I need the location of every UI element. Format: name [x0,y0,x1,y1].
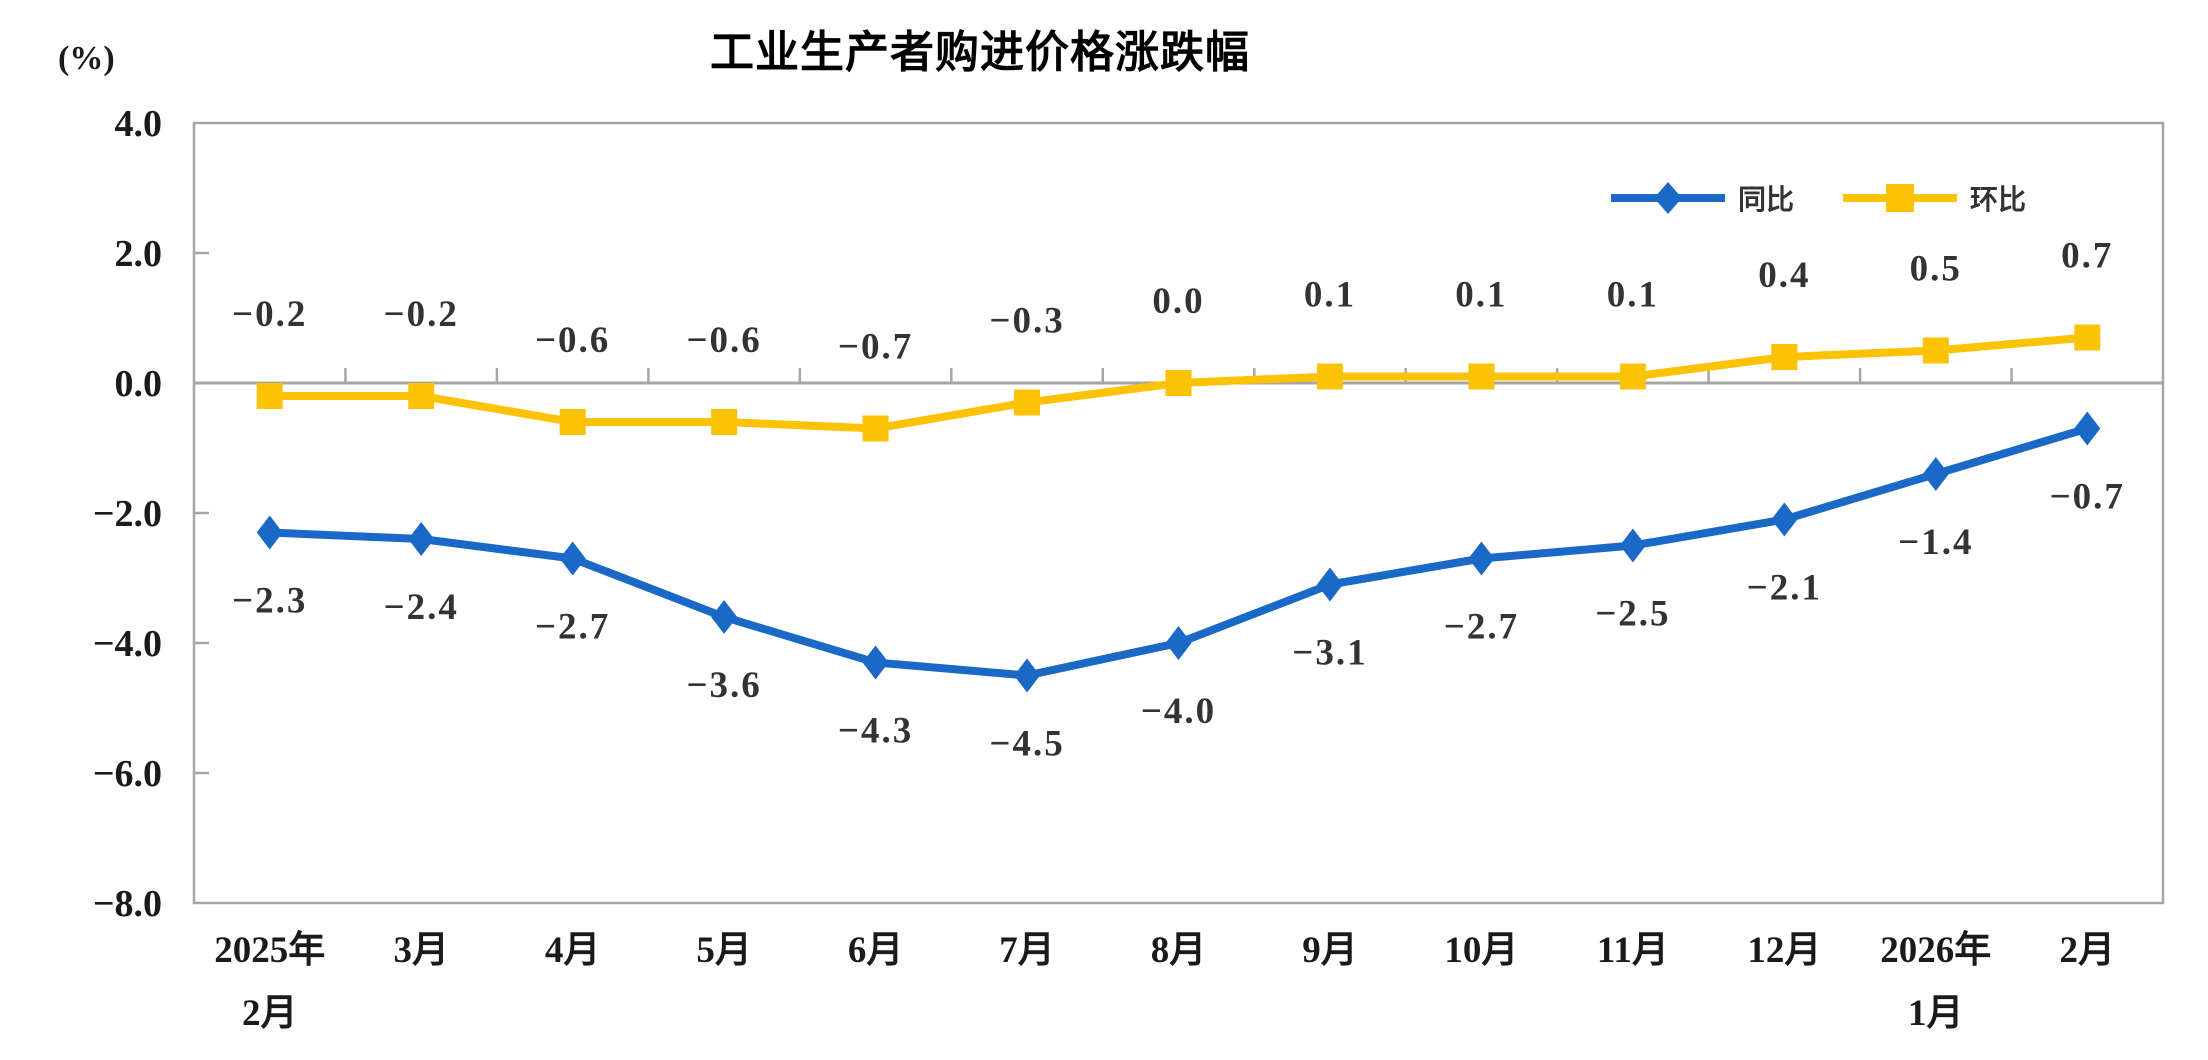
data-label-yoy: −2.1 [1747,568,1822,609]
data-label-yoy: −4.0 [1141,691,1216,732]
data-label-mom: −0.6 [535,320,610,361]
data-point-marker-yoy [711,600,738,634]
data-label-yoy: −2.5 [1595,594,1670,635]
data-point-marker-yoy [1468,541,1495,576]
legend-item-mom: 环比 [1840,178,2026,218]
x-axis-label: 9月 [1302,930,1358,971]
x-axis-label: 10月 [1444,930,1518,971]
y-axis-label: 4.0 [115,103,163,145]
data-point-marker-mom [1468,363,1495,390]
data-point-marker-mom [256,383,283,409]
data-label-mom: 0.7 [2061,236,2113,277]
x-axis-label: 2025年 [214,929,325,971]
chart-legend: 同比 环比 [1608,178,2026,218]
y-axis-label: 2.0 [115,233,163,275]
data-point-marker-mom [1165,370,1192,396]
x-axis-label: 2月 [2060,930,2116,971]
data-label-yoy: −0.7 [2050,477,2125,518]
data-point-marker-yoy [559,541,586,576]
x-axis-label: 8月 [1151,930,1207,971]
legend-item-yoy: 同比 [1608,178,1794,218]
x-axis-label: 2026年 [1880,929,1991,971]
y-axis-label: −4.0 [93,623,162,665]
data-label-yoy: −2.4 [384,587,459,628]
data-point-marker-yoy [1014,658,1041,693]
data-label-mom: −0.3 [989,301,1064,342]
x-axis-label: 2月 [242,993,298,1034]
plot-border [192,121,2165,905]
data-point-marker-mom [862,415,889,442]
legend-label-mom: 环比 [1970,183,2027,216]
data-label-mom: 0.4 [1758,255,1810,296]
data-label-mom: −0.2 [232,294,307,335]
data-point-marker-yoy [1165,626,1192,660]
x-axis-label: 5月 [696,930,752,971]
data-point-marker-mom [559,409,586,435]
data-label-mom: −0.2 [384,294,459,335]
yoy-line-diamond-icon [1611,182,1725,214]
legend-label-yoy: 同比 [1738,183,1795,216]
data-label-yoy: −4.3 [838,711,913,752]
data-point-marker-yoy [862,645,889,680]
data-point-marker-mom [1619,363,1646,390]
x-axis-label: 6月 [848,930,904,971]
data-label-yoy: −2.7 [1444,607,1519,648]
y-axis-label: −8.0 [93,883,162,925]
data-point-marker-yoy [1619,528,1646,563]
y-axis-unit-label: (%) [58,40,115,77]
data-label-mom: 0.1 [1304,275,1356,316]
chart-title: 工业生产者购进价格涨跌幅 [710,27,1250,78]
y-axis-label: −2.0 [93,493,162,535]
mom-line-square-icon [1843,184,1958,212]
data-label-yoy: −1.4 [1898,522,1973,563]
data-label-mom: 0.1 [1455,275,1507,316]
data-point-marker-mom [1316,363,1343,390]
data-label-yoy: −2.3 [232,581,307,622]
data-label-mom: −0.7 [838,327,913,368]
data-label-yoy: −3.1 [1292,633,1367,674]
x-axis-label: 12月 [1747,930,1821,971]
y-axis-label: −6.0 [93,753,162,795]
data-label-yoy: −2.7 [535,607,610,648]
data-point-marker-yoy [1316,567,1343,602]
data-label-mom: 0.0 [1152,281,1204,322]
data-label-mom: 0.5 [1910,249,1962,290]
data-point-marker-yoy [1922,457,1949,491]
data-point-marker-yoy [256,515,283,550]
data-point-marker-mom [408,383,435,409]
data-point-marker-yoy [408,522,435,556]
x-axis-label: 3月 [393,930,449,971]
data-point-marker-mom [1922,337,1949,364]
data-point-marker-mom [2074,324,2101,351]
data-label-yoy: −3.6 [686,665,761,706]
data-point-marker-yoy [1771,502,1798,537]
x-axis-label: 4月 [545,930,601,971]
data-label-mom: −0.6 [686,320,761,361]
data-point-marker-mom [1771,344,1798,370]
x-axis-label: 1月 [1908,993,1964,1034]
data-point-marker-mom [711,409,738,435]
data-point-marker-yoy [2074,411,2101,446]
data-label-mom: 0.1 [1607,275,1659,316]
data-point-marker-mom [1014,389,1041,416]
x-axis-label: 11月 [1597,930,1669,971]
data-label-yoy: −4.5 [989,724,1064,765]
y-axis-label: 0.0 [115,363,163,405]
x-axis-label: 7月 [999,930,1055,971]
